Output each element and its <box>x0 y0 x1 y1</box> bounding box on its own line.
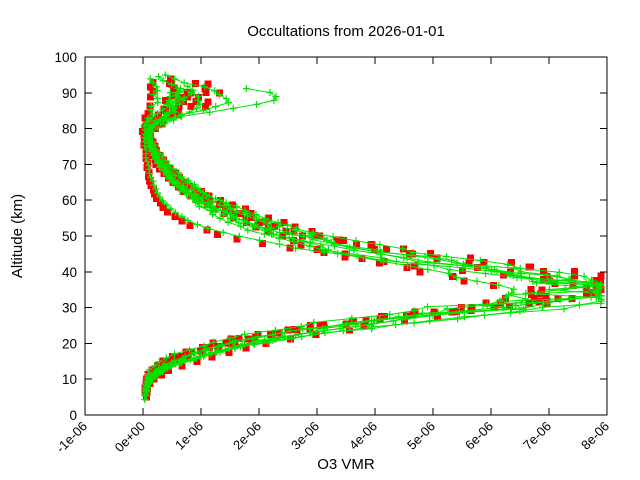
plot-border <box>84 56 608 416</box>
chart-title: Occultations from 2026-01-01 <box>247 23 445 40</box>
y-tick-label: 50 <box>62 229 77 244</box>
square-marker-set <box>143 80 545 401</box>
plot-series <box>139 71 605 403</box>
x-tick-label: 2e-06 <box>230 419 264 453</box>
square-marker-set <box>141 80 602 392</box>
x-tick-label: 5e-06 <box>404 419 438 453</box>
y-tick-label: 40 <box>62 265 77 280</box>
y-tick-label: 0 <box>69 408 77 423</box>
series-red-squares <box>139 75 605 401</box>
x-tick-label: 3e-06 <box>288 419 322 453</box>
x-tick-label: 1e-06 <box>172 419 206 453</box>
plus-marker-set <box>142 84 518 399</box>
series-green-lines <box>140 71 605 403</box>
x-tick-label: 7e-06 <box>520 419 554 453</box>
y-tick-label: 10 <box>62 372 77 387</box>
y-tick-label: 100 <box>54 50 77 65</box>
y-tick-label: 80 <box>62 122 77 137</box>
y-tick-label: 20 <box>62 336 77 351</box>
x-tick-label: -1e-06 <box>53 419 90 456</box>
y-tick-label: 30 <box>62 301 77 316</box>
x-tick-label: 4e-06 <box>346 419 380 453</box>
x-tick-label: 0e+00 <box>112 419 148 455</box>
y-tick-label: 90 <box>62 86 77 101</box>
square-marker-set <box>139 78 594 391</box>
y-axis-label: Altitude (km) <box>9 194 26 278</box>
x-axis-label: O3 VMR <box>317 456 375 473</box>
x-tick-label: 6e-06 <box>462 419 496 453</box>
y-tick-label: 60 <box>62 193 77 208</box>
profile-line <box>144 76 603 400</box>
x-tick-label: 8e-06 <box>578 419 612 453</box>
y-tick-label: 70 <box>62 157 77 172</box>
